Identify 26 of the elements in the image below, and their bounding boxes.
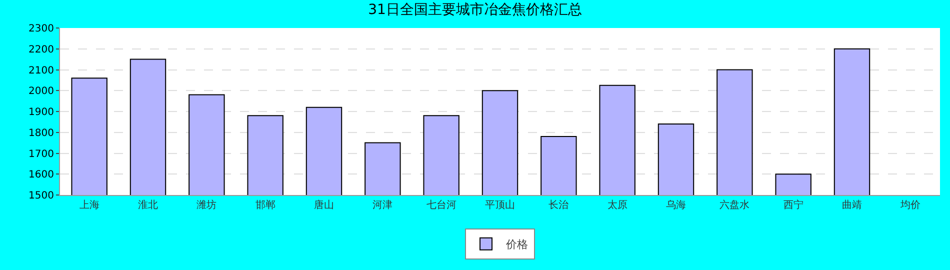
y-tick-label: 2100 xyxy=(28,65,54,76)
x-tick-label: 长治 xyxy=(548,199,569,211)
y-tick-label: 1600 xyxy=(28,170,54,181)
x-tick-label: 平顶山 xyxy=(485,199,515,211)
x-tick-label: 唐山 xyxy=(314,199,334,211)
x-tick-label: 六盘水 xyxy=(720,199,750,211)
x-tick-label: 潍坊 xyxy=(196,199,217,211)
chart-title: 31日全国主要城市冶金焦价格汇总 xyxy=(368,2,582,18)
x-tick-label: 西宁 xyxy=(783,199,804,211)
y-tick-label: 2000 xyxy=(28,86,54,98)
x-tick-label: 曲靖 xyxy=(842,199,862,211)
y-tick-label: 1700 xyxy=(28,148,54,160)
x-tick-label: 淮北 xyxy=(138,199,158,211)
legend-label: 价格 xyxy=(505,238,528,252)
x-tick-label: 乌海 xyxy=(666,199,686,211)
y-tick-label: 1900 xyxy=(28,107,54,118)
y-tick-label: 1500 xyxy=(28,190,54,202)
x-tick-label: 太原 xyxy=(607,199,628,211)
y-tick-label: 2200 xyxy=(28,44,54,56)
x-tick-label: 均价 xyxy=(900,199,921,211)
x-tick-label: 上海 xyxy=(79,199,100,211)
y-tick-label: 2300 xyxy=(28,24,54,34)
y-tick-label: 1800 xyxy=(28,128,54,139)
x-tick-label: 邯郸 xyxy=(255,199,276,211)
x-tick-label: 河津 xyxy=(372,199,393,211)
x-tick-label: 七台河 xyxy=(426,199,456,211)
